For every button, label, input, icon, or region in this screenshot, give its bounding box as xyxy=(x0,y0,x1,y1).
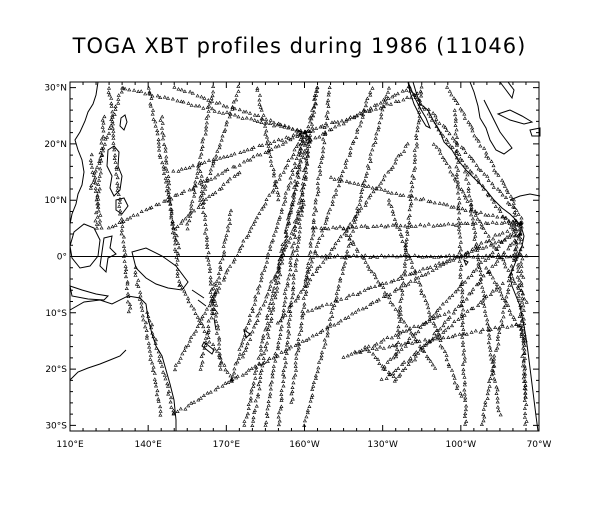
ship-track-29 xyxy=(172,130,307,372)
ship-track-8 xyxy=(301,84,412,146)
vanuatu-islands xyxy=(213,317,217,331)
y-axis-labels: 30°N 20°N 10°N 0° 10°S 20°S 30°S xyxy=(44,84,67,432)
ship-track-57 xyxy=(511,197,528,399)
ship-track-4 xyxy=(276,129,312,427)
y-tick-label: 30°N xyxy=(44,84,67,94)
x-tick-label: 110°E xyxy=(56,440,84,450)
x-tick-label: 70°W xyxy=(527,440,552,450)
tick-marks xyxy=(69,82,540,431)
y-tick-label: 20°S xyxy=(45,365,67,375)
galapagos-islands xyxy=(463,258,469,267)
ship-track-23 xyxy=(158,114,182,287)
ship-track-45 xyxy=(386,197,464,398)
ship-track-54 xyxy=(88,86,126,190)
ship-track-24 xyxy=(178,282,235,381)
ship-track-10 xyxy=(445,85,515,201)
y-tick-label: 30°S xyxy=(45,421,67,431)
caribbean-coast xyxy=(509,193,541,201)
borneo-coast xyxy=(69,223,101,269)
mexico-coast xyxy=(412,81,522,227)
ship-track-31 xyxy=(406,84,516,231)
ship-track-53 xyxy=(341,226,438,370)
ship-track-38 xyxy=(301,231,522,316)
ship-track-34 xyxy=(341,309,451,359)
florida-coast xyxy=(499,81,515,100)
ship-track-55 xyxy=(171,170,242,230)
ship-track-9 xyxy=(426,107,524,220)
ship-track-43 xyxy=(242,85,320,427)
ship-track-39 xyxy=(431,142,529,304)
asia-coast xyxy=(69,81,99,248)
axis-ticks xyxy=(69,82,540,431)
new-guinea-coast xyxy=(131,247,189,291)
y-tick-label: 10°S xyxy=(45,309,67,319)
x-tick-label: 170°E xyxy=(213,440,241,450)
ship-track-49 xyxy=(198,84,241,202)
ship-track-22 xyxy=(146,85,182,257)
x-axis-labels: 110°E 140°E 170°E 160°W 130°W 100°W 70°W xyxy=(56,440,551,450)
ship-track-36 xyxy=(310,219,524,231)
x-tick-label: 140°E xyxy=(134,440,162,450)
ship-track-27 xyxy=(171,129,307,173)
australia-coast xyxy=(69,295,177,431)
ship-track-42 xyxy=(240,198,306,359)
ship-track-6 xyxy=(289,85,332,404)
new-caledonia xyxy=(201,341,215,355)
solomon-islands xyxy=(191,289,207,307)
x-tick-label: 130°W xyxy=(367,440,398,450)
sulawesi-coast xyxy=(99,235,117,274)
taiwan-coast xyxy=(119,114,128,131)
xbt-profile-markers xyxy=(88,84,529,427)
ship-track-41 xyxy=(198,208,234,371)
java-coast xyxy=(69,285,110,301)
x-tick-label: 100°W xyxy=(446,440,477,450)
ship-track-33 xyxy=(393,84,424,359)
ship-track-52 xyxy=(275,141,410,325)
map-title: TOGA XBT profiles during 1986 (11046) xyxy=(72,34,527,58)
ship-track-18 xyxy=(367,349,397,383)
ship-track-37 xyxy=(328,175,523,225)
hispaniola-coast xyxy=(529,127,541,137)
ship-track-51 xyxy=(185,84,216,231)
cuba-coast xyxy=(496,109,534,125)
ship-track-26 xyxy=(211,281,224,371)
gulf-coast xyxy=(469,81,513,155)
ship-track-30 xyxy=(120,85,307,135)
ship-track-46 xyxy=(133,265,163,417)
ship-track-44 xyxy=(452,108,469,426)
ship-track-40 xyxy=(462,169,503,417)
ship-track-3 xyxy=(250,130,307,427)
y-tick-label: 20°N xyxy=(44,140,67,150)
ship-track-50 xyxy=(255,86,281,202)
mindanao-coast xyxy=(115,197,129,215)
ship-track-25 xyxy=(198,169,216,316)
ship-track-21 xyxy=(88,152,104,230)
ship-track-19 xyxy=(106,86,133,314)
y-tick-label: 0° xyxy=(57,253,67,263)
x-tick-label: 160°W xyxy=(289,440,320,450)
philippines-coast xyxy=(106,145,123,197)
ship-track-32 xyxy=(302,86,375,287)
ship-track-47 xyxy=(145,310,176,415)
y-tick-label: 10°N xyxy=(44,196,67,206)
ship-track-48 xyxy=(171,378,234,416)
